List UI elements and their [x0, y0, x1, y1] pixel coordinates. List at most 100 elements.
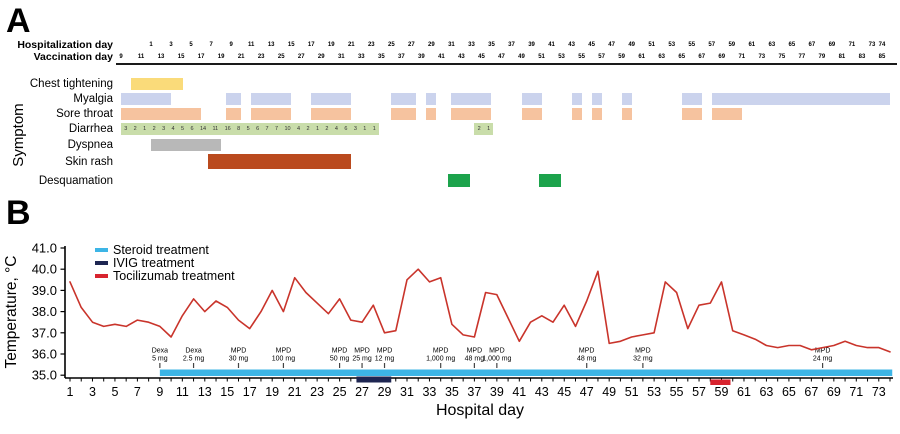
vaccination-day-number: 37 [398, 54, 405, 60]
diarrhea-episode-count: 2 [306, 126, 310, 132]
symptom-label-myalgia: Myalgia [73, 93, 113, 105]
vaccination-day-number: 31 [337, 54, 345, 60]
symptom-bar-myalgia [226, 93, 242, 105]
x-tick-label: 19 [265, 385, 279, 399]
vaccination-day-number: 29 [317, 54, 325, 60]
medication-annotation: MPD [815, 348, 831, 355]
hospitalization-day-number: 19 [327, 42, 335, 48]
symptom-bar-diarrhea: 3 2 1 2 3 4 5 6 14 11 16 8 5 6 7 7 10 4 2 1 2 4 6 3 1 1 [121, 123, 380, 135]
x-tick-label: 45 [557, 385, 571, 399]
x-tick-label: 1 [67, 385, 74, 399]
hospitalization-day-number: 35 [488, 42, 495, 48]
symptom-bar-sore-throat [121, 108, 202, 120]
symptom-bar-sore-throat [521, 108, 542, 120]
x-tick-label: 39 [490, 385, 504, 399]
medication-annotation-dose: 48 mg [577, 356, 597, 363]
x-tick-label: 73 [872, 385, 886, 399]
x-tick-label: 61 [737, 385, 751, 399]
hospitalization-day-number: 7 [209, 42, 213, 48]
treatment-bar-tocilizumab-treatment [710, 379, 731, 385]
hospitalization-day-number: 65 [788, 42, 796, 48]
vaccination-day-number: 53 [558, 54, 565, 60]
vaccination-day-number: 45 [478, 54, 485, 60]
y-axis-title: Temperature, °C [3, 255, 20, 368]
x-tick-label: 11 [176, 385, 189, 399]
symptom-bar-myalgia [591, 93, 602, 105]
hospitalization-day-number: 5 [189, 42, 193, 48]
medication-annotation: MPD [231, 348, 247, 355]
x-tick-label: 21 [288, 385, 302, 399]
hospitalization-day-number: 49 [628, 42, 635, 48]
medication-annotation-dose: 12 mg [375, 356, 395, 363]
x-tick-label: 3 [89, 385, 96, 399]
x-tick-label: 51 [625, 385, 639, 399]
vaccination-day-number: 63 [658, 54, 666, 60]
vaccination-day-number: 17 [197, 54, 205, 60]
y-tick-label: 40.0 [32, 262, 57, 277]
x-tick-label: 63 [759, 385, 773, 399]
symptom-bar-chest-tightening [131, 78, 184, 90]
vaccination-day-number: 85 [878, 54, 886, 60]
medication-annotation-dose: 1,000 mg [426, 356, 455, 363]
symptom-bar-sore-throat [681, 108, 702, 120]
x-tick-label: 43 [535, 385, 549, 399]
symptom-label-sore-throat: Sore throat [56, 108, 113, 120]
hospitalization-day-number: 15 [287, 42, 295, 48]
symptom-bar-myalgia [681, 93, 702, 105]
symptom-bar-sore-throat [571, 108, 582, 120]
diarrhea-episode-count: 16 [224, 126, 231, 132]
medication-annotation-dose: 30 mg [229, 356, 249, 363]
vaccination-day-number: 51 [538, 54, 545, 60]
symptom-label-skin-rash: Skin rash [65, 155, 113, 168]
diarrhea-episode-count: 7 [265, 126, 269, 132]
hospitalization-day-number: 53 [668, 42, 676, 48]
vaccination-day-number: 47 [498, 54, 505, 60]
x-tick-label: 67 [804, 385, 818, 399]
medication-annotation: MPD [635, 348, 651, 355]
hospitalization-day-number: 1 [149, 42, 153, 48]
x-tick-label: 25 [333, 385, 347, 399]
vaccination-day-number: 19 [217, 54, 225, 60]
temperature-line [69, 268, 891, 353]
vaccination-day-number: 25 [277, 54, 285, 60]
vaccination-day-number: 27 [297, 54, 305, 60]
hospitalization-day-number: 33 [468, 42, 475, 48]
diarrhea-episode-count: 5 [181, 126, 185, 132]
medication-annotation: MPD [433, 348, 449, 355]
diarrhea-episode-count: 2 [477, 126, 481, 132]
x-tick-label: 57 [692, 385, 706, 399]
medication-annotation: MPD [467, 348, 483, 355]
hospitalization-day-number: 61 [748, 42, 756, 48]
vaccination-day-number: 79 [818, 54, 826, 60]
symptom-bar-sore-throat [251, 108, 292, 120]
hospitalization-day-number: 69 [828, 42, 836, 48]
symptom-bar-myalgia [391, 93, 417, 105]
y-tick-label: 38.0 [32, 304, 57, 319]
medication-annotation: MPD [579, 348, 595, 355]
symptom-bar-myalgia [571, 93, 582, 105]
medication-annotation: Dexa [152, 348, 168, 355]
x-tick-label: 5 [111, 385, 118, 399]
medication-annotation-dose: 100 mg [272, 356, 295, 363]
hospitalization-day-number: 11 [248, 42, 255, 48]
vaccination-day-number: 21 [237, 54, 245, 60]
hospitalization-day-number: 47 [608, 42, 615, 48]
symptom-bar-sore-throat [426, 108, 437, 120]
vaccination-day-number: 61 [638, 54, 646, 60]
x-tick-label: 13 [198, 385, 212, 399]
y-tick-label: 39.0 [32, 283, 57, 298]
x-tick-label: 59 [715, 385, 729, 399]
diarrhea-episode-count: 2 [133, 126, 137, 132]
x-tick-label: 9 [156, 385, 163, 399]
vaccination-day-number: 55 [578, 54, 585, 60]
medication-annotation-dose: 5 mg [152, 356, 168, 363]
symptom-bar-sore-throat [711, 108, 742, 120]
hospitalization-day-number: 29 [428, 42, 435, 48]
x-tick-label: 33 [422, 385, 436, 399]
vaccination-day-number: 65 [678, 54, 686, 60]
symptom-bar-desquamation [538, 174, 561, 187]
treatment-bar-steroid-treatment [159, 369, 893, 376]
diarrhea-episode-count: 4 [171, 126, 175, 132]
symptom-bar-dyspnea [151, 139, 222, 151]
hospitalization-day-number: 59 [728, 42, 736, 48]
